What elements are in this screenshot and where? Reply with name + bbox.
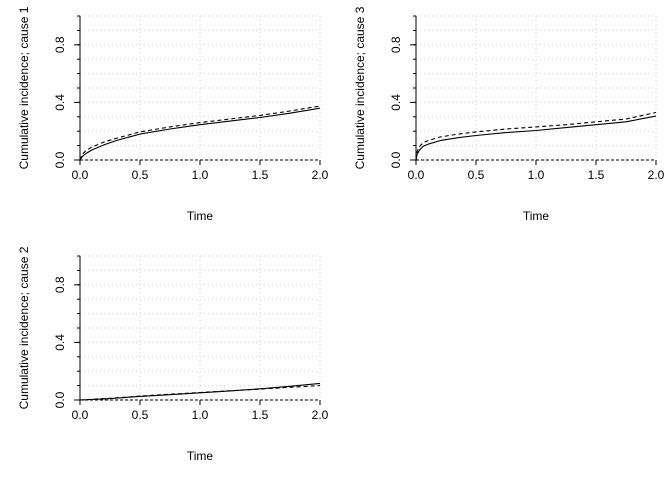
chart-panel-1: 0.0 0.5 1.0 1.5 2.0 0.0 0.4 0.8 Time Cumulative i… xyxy=(17,6,329,223)
x-axis-label: Time xyxy=(523,209,550,223)
x-tick-label: 0.0 xyxy=(72,168,89,182)
x-tick-label: 0.5 xyxy=(468,168,485,182)
x-tick-label: 0.5 xyxy=(132,168,149,182)
x-tick-label: 2.0 xyxy=(648,168,665,182)
x-axis-label: Time xyxy=(187,209,214,223)
x-tick-label: 2.0 xyxy=(312,408,329,422)
x-tick-label: 2.0 xyxy=(312,168,329,182)
y-tick-label: 0.0 xyxy=(53,151,67,168)
chart-panel-2: 0.0 0.5 1.0 1.5 2.0 0.0 0.4 0.8 Time Cumulative i… xyxy=(353,6,665,223)
x-tick-label: 1.5 xyxy=(252,168,269,182)
series-line-dashed xyxy=(79,385,321,401)
series-line-solid xyxy=(79,107,321,161)
x-tick-label: 1.5 xyxy=(252,408,269,422)
x-tick-label: 0.0 xyxy=(72,408,89,422)
chart-panel-3: 0.0 0.5 1.0 1.5 2.0 0.0 0.4 0.8 Time Cumulative i… xyxy=(17,246,329,463)
series-line-dashed xyxy=(79,105,321,161)
y-tick-label: 0.8 xyxy=(53,36,67,53)
x-tick-label: 0.0 xyxy=(408,168,425,182)
x-tick-label: 1.5 xyxy=(588,168,605,182)
y-tick-label: 0.8 xyxy=(389,36,403,53)
y-axis-label: Cumulative incidence; cause 1 xyxy=(17,6,31,169)
y-tick-label: 0.8 xyxy=(53,276,67,293)
y-tick-label: 0.0 xyxy=(389,151,403,168)
x-tick-label: 1.0 xyxy=(192,408,209,422)
series-line-dashed xyxy=(415,111,657,161)
y-tick-label: 0.4 xyxy=(53,94,67,111)
y-tick-label: 0.4 xyxy=(389,94,403,111)
x-tick-label: 1.0 xyxy=(192,168,209,182)
y-axis-label: Cumulative incidence; cause 3 xyxy=(353,6,367,169)
x-tick-label: 1.0 xyxy=(528,168,545,182)
y-tick-label: 0.0 xyxy=(53,391,67,408)
x-tick-label: 0.5 xyxy=(132,408,149,422)
x-axis-label: Time xyxy=(187,449,214,463)
y-axis-label: Cumulative incidence; cause 2 xyxy=(17,246,31,409)
series-line-solid xyxy=(415,115,657,161)
y-tick-label: 0.4 xyxy=(53,334,67,351)
